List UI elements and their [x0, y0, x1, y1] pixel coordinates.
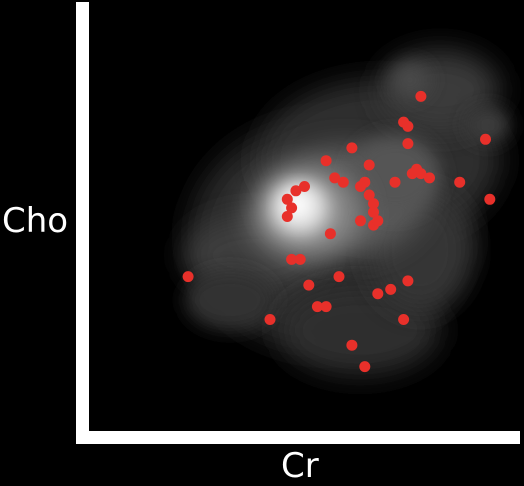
- data-point: [281, 211, 293, 222]
- data-point: [311, 301, 323, 313]
- data-point: [424, 172, 435, 184]
- scatter-points: [182, 90, 496, 373]
- data-point: [415, 90, 427, 102]
- data-point: [355, 215, 366, 227]
- data-point: [337, 176, 349, 188]
- data-point: [484, 193, 496, 205]
- data-point: [372, 288, 384, 300]
- x-axis-label: Cr: [281, 446, 319, 486]
- data-point: [182, 271, 194, 283]
- data-point: [480, 133, 491, 145]
- data-point: [406, 168, 418, 180]
- data-point: [299, 181, 310, 192]
- x-axis-line: [76, 431, 520, 444]
- y-axis-line: [76, 2, 89, 444]
- data-point: [320, 155, 332, 167]
- data-point: [286, 253, 298, 265]
- data-point: [415, 168, 427, 180]
- data-point: [281, 193, 293, 205]
- data-point: [372, 215, 384, 227]
- data-point: [368, 206, 379, 218]
- data-point: [368, 198, 379, 210]
- data-point: [363, 159, 375, 171]
- y-axis-label: Cho: [2, 201, 69, 241]
- data-point: [402, 120, 414, 132]
- data-point: [346, 339, 358, 351]
- data-point: [290, 185, 302, 197]
- data-point: [385, 283, 397, 295]
- data-point: [346, 142, 358, 154]
- data-point: [398, 314, 410, 325]
- data-point: [402, 275, 414, 287]
- data-point: [359, 361, 371, 373]
- data-point: [320, 301, 332, 313]
- data-point: [264, 314, 276, 325]
- data-point: [363, 189, 375, 201]
- data-point: [333, 271, 345, 283]
- data-point: [294, 253, 306, 265]
- data-point: [329, 172, 341, 184]
- data-point: [402, 138, 414, 150]
- data-point: [286, 202, 298, 214]
- data-point: [324, 228, 336, 240]
- data-point: [303, 279, 315, 291]
- data-point: [355, 181, 366, 192]
- data-point: [454, 176, 466, 188]
- data-point: [389, 176, 401, 188]
